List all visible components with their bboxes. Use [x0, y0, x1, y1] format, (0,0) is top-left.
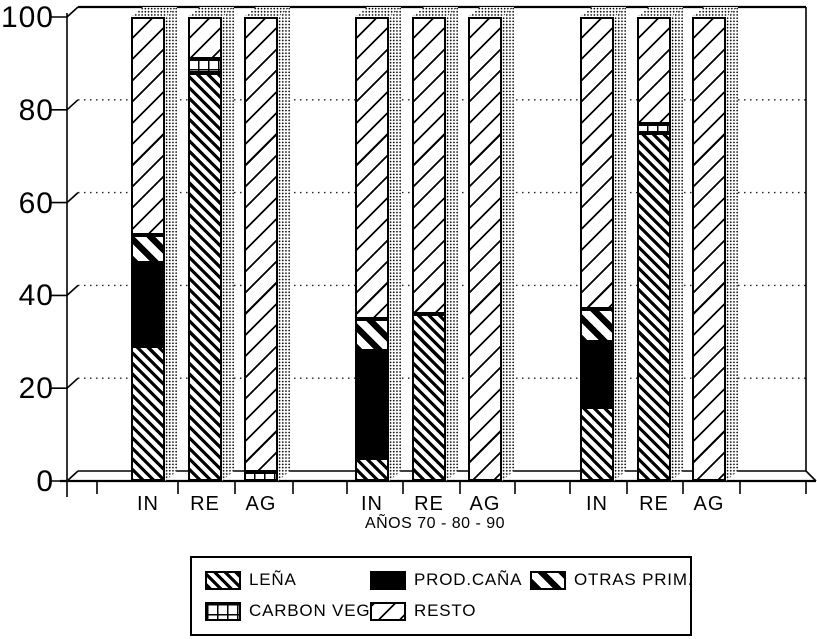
- segment-CARBON VEG.: [637, 123, 671, 133]
- segment-LEÑA: [412, 313, 446, 481]
- legend-box: LEÑA PROD.CAÑA OTRAS PRIM. CARBON VEG. RESTO: [190, 556, 693, 636]
- x-category-label: IN: [137, 493, 159, 515]
- segment-LEÑA: [131, 346, 165, 481]
- x-axis-caption: AÑOS 70 - 80 - 90: [364, 515, 506, 532]
- segment-RESTO: [412, 17, 446, 314]
- legend-item: OTRAS PRIM.: [530, 570, 693, 590]
- segment-CARBON VEG.: [188, 58, 222, 73]
- segment-LEÑA: [580, 406, 614, 481]
- plot-area: AÑOS 70 - 80 - 90 0 20 40 60 80 100 IN RE AG IN RE…: [0, 1, 817, 532]
- segment-OTRAS PRIM.: [580, 309, 614, 342]
- segment-RESTO: [692, 17, 726, 481]
- bar-side-3d: [671, 7, 683, 481]
- y-tick-label: 60: [18, 186, 54, 220]
- bar-side-3d: [446, 7, 458, 481]
- bar-90-RE: [637, 17, 671, 481]
- bar-70-AG: [244, 17, 278, 481]
- bar-top-3d: [412, 7, 458, 17]
- segment-RESTO: [131, 17, 165, 236]
- bar-side-3d: [165, 7, 177, 481]
- segment-CARBON VEG.: [244, 471, 278, 481]
- legend-label: CARBON VEG.: [249, 601, 376, 620]
- x-category-label: RE: [414, 493, 444, 515]
- bar-top-3d: [637, 7, 683, 17]
- segment-RESTO: [468, 17, 502, 481]
- y-tick-label: 40: [18, 279, 54, 313]
- segment-RESTO: [355, 17, 389, 319]
- legend-item: CARBON VEG.: [205, 601, 376, 621]
- segment-RESTO: [188, 17, 222, 59]
- bar-80-RE: [412, 17, 446, 481]
- segment-PROD.CAÑA: [131, 262, 165, 347]
- bar-side-3d: [222, 7, 234, 481]
- y-tick-label: 20: [18, 372, 54, 406]
- bar-top-3d: [131, 7, 177, 17]
- x-category-label: IN: [586, 493, 608, 515]
- bar-70-IN: [131, 17, 165, 481]
- bar-top-3d: [244, 7, 290, 17]
- legend-swatch-light-diagonal: [370, 601, 406, 621]
- legend-item: LEÑA: [205, 570, 297, 590]
- bar-90-AG: [692, 17, 726, 481]
- legend-swatch-bold-diagonal: [530, 570, 566, 590]
- legend-item: RESTO: [370, 601, 476, 621]
- bar-side-3d: [389, 7, 401, 481]
- legend-swatch-dense-diagonal: [205, 570, 241, 590]
- x-category-label: RE: [639, 493, 669, 515]
- segment-LEÑA: [637, 133, 671, 481]
- segment-OTRAS PRIM.: [355, 318, 389, 352]
- segment-LEÑA: [188, 72, 222, 481]
- bar-top-3d: [188, 7, 234, 17]
- legend-label: RESTO: [414, 601, 477, 620]
- x-category-label: IN: [361, 493, 383, 515]
- legend-label: LEÑA: [249, 570, 297, 589]
- segment-PROD.CAÑA: [355, 351, 389, 458]
- segment-PROD.CAÑA: [580, 341, 614, 407]
- x-category-label: AG: [245, 493, 277, 515]
- legend-label: OTRAS PRIM.: [574, 570, 694, 589]
- segment-RESTO: [244, 17, 278, 472]
- bar-70-RE: [188, 17, 222, 481]
- bar-top-3d: [355, 7, 401, 17]
- bar-80-IN: [355, 17, 389, 481]
- legend-item: PROD.CAÑA: [370, 570, 522, 590]
- bar-top-3d: [468, 7, 514, 17]
- x-category-label: AG: [693, 493, 725, 515]
- bar-side-3d: [614, 7, 626, 481]
- y-tick-label: 100: [0, 1, 54, 34]
- segment-OTRAS PRIM.: [131, 235, 165, 263]
- bar-90-IN: [580, 17, 614, 481]
- segment-RESTO: [580, 17, 614, 310]
- x-category-label: RE: [190, 493, 220, 515]
- bar-top-3d: [580, 7, 626, 17]
- bar-side-3d: [278, 7, 290, 481]
- legend-swatch-solid-black: [370, 570, 406, 590]
- segment-RESTO: [637, 17, 671, 124]
- y-tick-label: 80: [18, 93, 54, 127]
- y-tick-label: 0: [36, 465, 54, 498]
- bar-80-AG: [468, 17, 502, 481]
- x-category-label: AG: [469, 493, 501, 515]
- bar-top-3d: [692, 7, 738, 17]
- bar-side-3d: [726, 7, 738, 481]
- segment-LEÑA: [355, 457, 389, 481]
- legend-swatch-grid: [205, 601, 241, 621]
- legend-label: PROD.CAÑA: [414, 570, 523, 589]
- bar-side-3d: [502, 7, 514, 481]
